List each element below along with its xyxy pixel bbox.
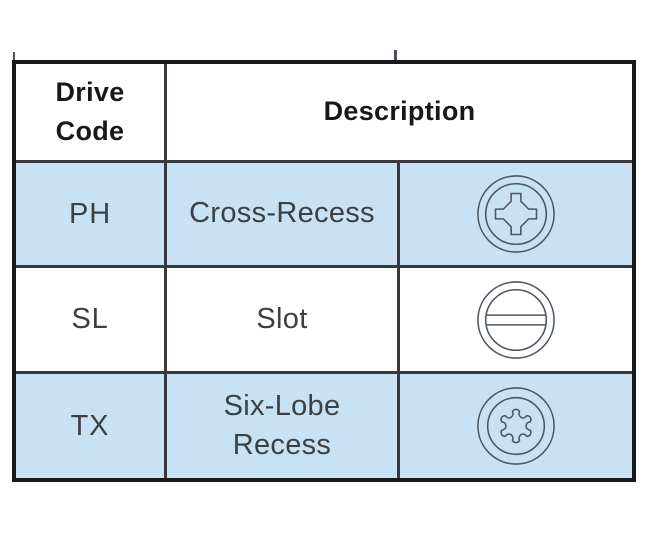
border-tick-center (394, 50, 397, 61)
description-header-label: Description (323, 96, 476, 127)
drive-code-value: TX (70, 409, 110, 442)
table-row-ph-icon-cell (397, 160, 632, 265)
phillips-cross-recess-icon (477, 175, 555, 253)
six-lobe-recess-icon (477, 387, 555, 465)
table-row-sl-description-cell: Slot (164, 265, 397, 371)
table-row-sl-code-cell: SL (16, 265, 164, 371)
table-row-tx-code-cell: TX (16, 371, 164, 478)
table-row-ph-description-cell: Cross-Recess (164, 160, 397, 265)
description-value: Slot (256, 302, 308, 335)
description-value: Six-Lobe Recess (223, 389, 341, 461)
table-row-tx-description-cell: Six-Lobe Recess (164, 371, 397, 478)
border-tick-left (13, 52, 15, 61)
table-row-sl-icon-cell (397, 265, 632, 371)
description-value: Cross-Recess (189, 197, 375, 230)
table-row-tx-icon-cell (397, 371, 632, 478)
table-row-ph-code-cell: PH (16, 160, 164, 265)
drive-code-header-label: Drive Code (55, 76, 125, 146)
header-cell-drive-code: Drive Code (16, 64, 164, 160)
drive-code-value: PH (69, 197, 111, 230)
drive-code-value: SL (71, 303, 109, 335)
slot-icon (477, 280, 555, 359)
header-cell-description: Description (164, 64, 632, 160)
drive-code-table: Drive Code Description PH Cross-Recess S… (12, 60, 636, 482)
